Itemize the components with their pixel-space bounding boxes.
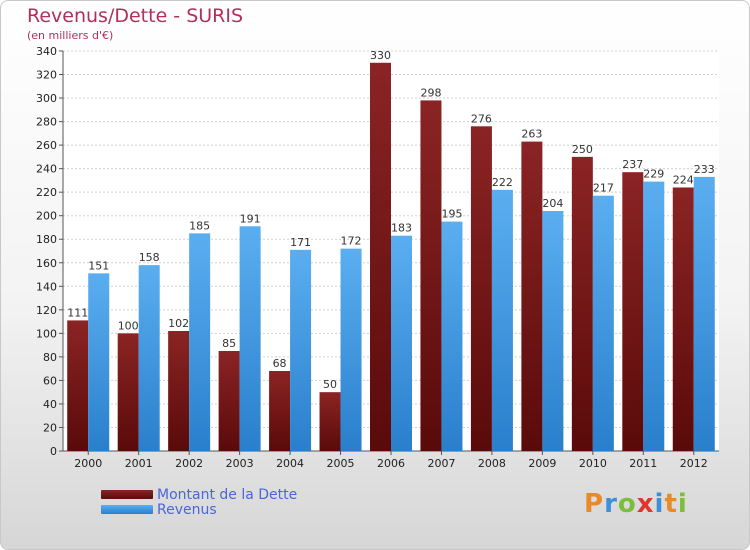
bar-dette [168, 331, 190, 451]
y-tick-label: 180 [36, 233, 57, 246]
bar-dette [67, 320, 89, 451]
y-tick-label: 240 [36, 163, 57, 176]
legend-label-revenus: Revenus [157, 501, 217, 518]
data-label-dette: 102 [168, 317, 189, 330]
bar-revenus [138, 265, 160, 451]
bar-dette [218, 351, 240, 451]
legend-item-dette: Montant de la Dette [101, 486, 298, 503]
data-label-dette: 298 [420, 86, 441, 99]
x-tick-label: 2003 [226, 457, 254, 470]
data-label-dette: 276 [471, 112, 492, 125]
bar-dette [571, 156, 593, 451]
x-tick-label: 2000 [74, 457, 102, 470]
legend-item-revenus: Revenus [101, 501, 297, 518]
bar-revenus [239, 226, 261, 451]
data-label-dette: 224 [673, 173, 694, 186]
data-label-revenus: 229 [643, 168, 664, 181]
data-label-dette: 330 [370, 49, 391, 62]
y-tick-label: 220 [36, 186, 57, 199]
bar-dette [319, 392, 341, 451]
y-tick-label: 300 [36, 92, 57, 105]
data-label-revenus: 217 [593, 182, 614, 195]
bar-revenus [491, 189, 513, 451]
bar-revenus [88, 273, 110, 451]
data-label-revenus: 183 [391, 222, 412, 235]
data-label-revenus: 233 [694, 163, 715, 176]
data-label-revenus: 204 [542, 197, 563, 210]
x-tick-label: 2001 [125, 457, 153, 470]
y-tick-label: 340 [36, 45, 57, 58]
data-label-dette: 100 [118, 319, 139, 332]
bar-dette [672, 187, 694, 451]
x-tick-label: 2008 [478, 457, 506, 470]
y-tick-label: 60 [43, 374, 57, 387]
y-tick-label: 280 [36, 116, 57, 129]
data-label-dette: 85 [222, 337, 236, 350]
y-tick-label: 40 [43, 398, 57, 411]
legend: Montant de la Dette Revenus [101, 486, 298, 518]
x-tick-label: 2006 [377, 457, 405, 470]
legend-swatch-dette [101, 490, 153, 499]
data-label-revenus: 171 [290, 236, 311, 249]
data-label-revenus: 158 [139, 251, 160, 264]
y-tick-label: 80 [43, 351, 57, 364]
bar-dette [269, 371, 291, 451]
x-tick-label: 2011 [629, 457, 657, 470]
x-tick-label: 2010 [579, 457, 607, 470]
bar-revenus [643, 181, 665, 451]
data-label-dette: 250 [572, 143, 593, 156]
data-label-dette: 50 [323, 378, 337, 391]
chart-title: Revenus/Dette - SURIS [27, 5, 244, 27]
y-tick-label: 140 [36, 280, 57, 293]
legend-swatch-revenus [101, 505, 153, 514]
chart-subtitle: (en milliers d'€) [27, 29, 114, 42]
data-label-dette: 111 [67, 306, 88, 319]
bar-dette [420, 100, 442, 451]
y-tick-label: 200 [36, 210, 57, 223]
y-tick-label: 100 [36, 327, 57, 340]
x-tick-label: 2007 [427, 457, 455, 470]
bar-revenus [391, 235, 412, 451]
proxiti-logo[interactable]: Proxiti [584, 489, 688, 519]
y-tick-label: 160 [36, 257, 57, 270]
bar-revenus [189, 233, 211, 451]
data-label-revenus: 172 [341, 235, 362, 248]
bar-dette [117, 333, 139, 451]
y-tick-label: 260 [36, 139, 57, 152]
x-tick-label: 2009 [528, 457, 556, 470]
x-tick-label: 2002 [175, 457, 203, 470]
bar-revenus [441, 221, 463, 451]
data-label-revenus: 195 [441, 208, 462, 221]
bar-revenus [340, 248, 362, 451]
bar-dette [622, 172, 644, 452]
y-tick-label: 20 [43, 421, 57, 434]
data-label-dette: 68 [273, 357, 287, 370]
x-tick-label: 2004 [276, 457, 304, 470]
bar-dette [370, 62, 391, 451]
y-tick-label: 120 [36, 304, 57, 317]
bar-dette [521, 141, 543, 451]
bar-revenus [592, 195, 614, 451]
bar-revenus [693, 176, 715, 451]
data-label-revenus: 185 [189, 219, 210, 232]
x-tick-label: 2005 [327, 457, 355, 470]
data-label-revenus: 222 [492, 176, 513, 189]
y-tick-label: 0 [50, 445, 57, 458]
data-label-revenus: 191 [240, 212, 261, 225]
data-label-dette: 237 [622, 158, 643, 171]
bar-revenus [542, 211, 564, 451]
x-tick-label: 2012 [680, 457, 708, 470]
data-label-revenus: 151 [88, 259, 109, 272]
y-tick-label: 320 [36, 69, 57, 82]
legend-label-dette: Montant de la Dette [157, 486, 298, 503]
bar-revenus [290, 249, 312, 451]
bar-dette [470, 126, 492, 451]
data-label-dette: 263 [521, 128, 542, 141]
